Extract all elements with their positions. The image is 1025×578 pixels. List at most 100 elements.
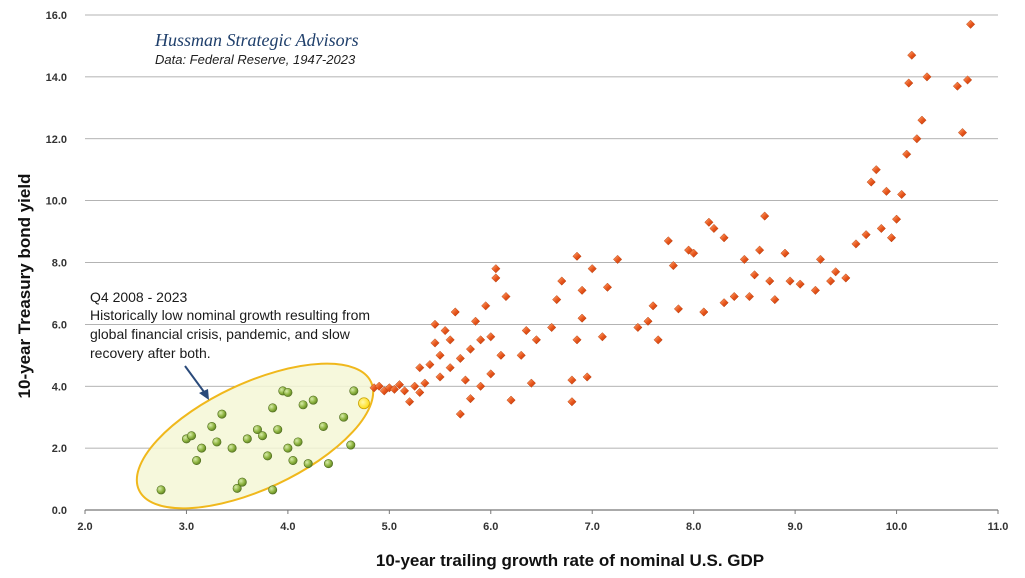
data-point-circle (318, 421, 328, 431)
data-point-diamond (871, 165, 881, 175)
data-point-diamond (374, 381, 384, 391)
data-point-circle (268, 485, 278, 495)
data-point-diamond (810, 285, 820, 295)
data-point-circle (156, 485, 166, 495)
data-point-circle (212, 437, 222, 447)
x-tick-label: 8.0 (686, 521, 701, 533)
data-point-diamond (420, 378, 430, 388)
data-point-diamond (881, 186, 891, 196)
data-point-circle (308, 395, 318, 405)
data-point-diamond (922, 72, 932, 82)
data-point-diamond (455, 409, 465, 419)
data-point-circle (349, 386, 359, 396)
data-point-diamond (476, 381, 486, 391)
data-point-diamond (440, 326, 450, 336)
data-point-diamond (526, 378, 536, 388)
x-tick-label: 10.0 (886, 521, 907, 533)
data-point-circle (207, 421, 217, 431)
data-point-diamond (486, 332, 496, 342)
data-point-diamond (415, 387, 425, 397)
data-point-diamond (613, 254, 623, 264)
data-point-circle (273, 425, 283, 435)
data-point-diamond (917, 115, 927, 125)
data-point-diamond (739, 254, 749, 264)
data-point-diamond (886, 233, 897, 243)
data-point-diamond (815, 254, 826, 264)
data-point-circle (283, 443, 293, 453)
data-point-diamond (486, 369, 496, 379)
annotation-heading: Q4 2008 - 2023 (90, 289, 188, 305)
data-point-diamond (673, 304, 684, 314)
y-tick-label: 0.0 (52, 505, 67, 517)
data-point-diamond (506, 395, 516, 405)
data-point-diamond (577, 285, 587, 295)
data-point-diamond (445, 363, 455, 373)
data-point-diamond (435, 350, 445, 360)
data-point-diamond (952, 81, 962, 91)
data-point-circle (237, 477, 247, 487)
data-point-diamond (597, 332, 607, 342)
x-tick-label: 9.0 (787, 521, 802, 533)
data-point-diamond (465, 344, 476, 354)
data-point-circle (303, 459, 313, 469)
data-point-circle (346, 440, 356, 450)
annotation-line-2: global financial crisis, pandemic, and s… (90, 326, 351, 342)
data-point-diamond (582, 372, 592, 382)
data-point-diamond (567, 397, 577, 407)
data-point-circle (268, 403, 278, 413)
data-point-diamond (389, 384, 399, 394)
data-point-diamond (709, 223, 719, 234)
data-point-diamond (851, 239, 861, 249)
data-point-diamond (491, 264, 501, 274)
data-point-diamond (435, 372, 445, 382)
data-point-diamond (689, 248, 699, 258)
data-point-diamond (719, 233, 729, 243)
data-point-diamond (572, 251, 582, 261)
data-point-diamond (577, 313, 587, 323)
data-point-diamond (841, 273, 851, 283)
y-tick-label: 8.0 (52, 258, 67, 270)
data-point-diamond (785, 276, 795, 286)
data-point-diamond (602, 282, 612, 292)
data-point-diamond (826, 276, 836, 286)
data-point-diamond (755, 245, 765, 255)
data-point-diamond (780, 248, 790, 258)
data-point-diamond (897, 189, 907, 199)
y-tick-label: 12.0 (46, 134, 67, 146)
data-point-diamond (633, 322, 643, 333)
y-tick-label: 10.0 (46, 196, 67, 208)
data-point-diamond (450, 307, 460, 317)
data-point-circle (192, 455, 202, 465)
data-point-diamond (557, 276, 567, 286)
x-tick-label: 5.0 (382, 521, 397, 533)
y-tick-labels: 0.0 2.0 4.0 6.0 8.0 10.0 12.0 14.0 16.0 (46, 10, 67, 517)
data-point-diamond (430, 338, 440, 348)
data-point-diamond (552, 295, 562, 305)
data-point-diamond (394, 380, 405, 390)
data-point-diamond (663, 236, 673, 246)
data-point-circle (293, 437, 303, 447)
data-point-diamond (876, 223, 886, 234)
data-point-diamond (749, 270, 760, 280)
credit-title: Hussman Strategic Advisors (154, 30, 359, 50)
data-point-circle (187, 431, 197, 441)
y-tick-label: 6.0 (52, 319, 67, 331)
data-point-diamond (521, 326, 531, 336)
data-point-diamond (765, 276, 775, 286)
data-point-diamond (744, 291, 755, 302)
data-points (156, 19, 976, 495)
data-point-diamond (501, 291, 511, 302)
annotation-arrow (184, 365, 209, 400)
data-point-diamond (704, 217, 714, 227)
data-point-diamond (476, 335, 486, 345)
x-tick-label: 2.0 (77, 521, 92, 533)
annotation-line-3: recovery after both. (90, 345, 211, 361)
x-tick-label: 4.0 (280, 521, 295, 533)
x-tick-labels: 2.0 3.0 4.0 5.0 6.0 7.0 8.0 9.0 10.0 11.0 (77, 510, 1008, 533)
data-point-diamond (719, 298, 729, 308)
data-point-diamond (496, 350, 506, 360)
data-point-diamond (770, 295, 780, 305)
data-point-diamond (963, 75, 973, 85)
data-point-diamond (567, 375, 577, 385)
